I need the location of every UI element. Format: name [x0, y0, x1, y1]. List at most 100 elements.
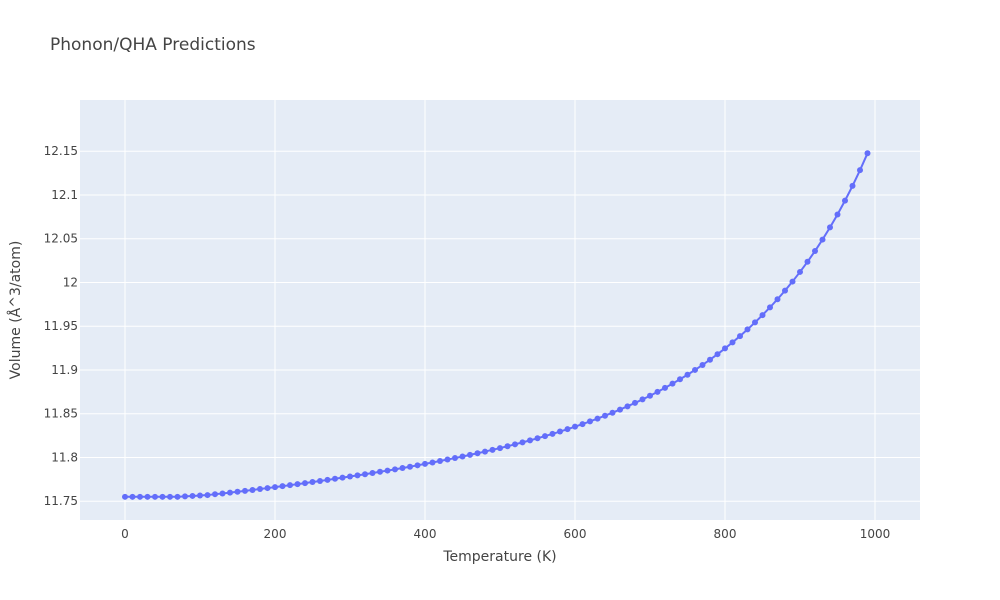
data-point — [294, 481, 301, 488]
data-point — [692, 366, 698, 373]
x-tick-label: 1000 — [860, 527, 891, 541]
data-point — [347, 473, 353, 480]
data-point — [662, 384, 668, 391]
x-axis-label: Temperature (K) — [442, 549, 556, 565]
data-point — [264, 485, 271, 492]
data-point — [369, 470, 376, 477]
data-point — [189, 492, 196, 499]
data-point — [422, 460, 428, 467]
data-point — [384, 467, 391, 474]
data-point — [519, 439, 526, 446]
data-point — [782, 287, 788, 294]
data-point — [174, 493, 181, 500]
grid-layer — [80, 100, 920, 520]
data-point — [309, 479, 316, 486]
data-point — [429, 459, 436, 466]
data-point — [557, 428, 563, 435]
data-point — [159, 493, 166, 500]
data-point — [407, 463, 413, 470]
data-point — [249, 486, 256, 493]
data-point — [752, 319, 758, 326]
data-point — [152, 493, 158, 500]
y-tick-label: 11.95 — [44, 319, 78, 333]
data-point — [317, 477, 323, 484]
data-point — [279, 483, 286, 490]
data-point — [602, 412, 608, 419]
data-point — [842, 197, 848, 204]
data-point — [452, 455, 458, 462]
series-line — [125, 152, 869, 498]
data-point — [714, 351, 721, 358]
data-point — [197, 492, 203, 499]
data-point — [459, 453, 466, 460]
x-tick-label: 200 — [264, 527, 287, 541]
data-point — [377, 468, 383, 475]
data-point — [549, 430, 556, 437]
data-point — [339, 474, 346, 481]
data-point — [129, 493, 136, 500]
data-point — [332, 475, 338, 482]
data-point — [579, 421, 586, 428]
data-point — [767, 304, 773, 311]
data-point — [707, 356, 713, 363]
y-tick-label: 11.85 — [44, 407, 78, 421]
data-point — [632, 399, 638, 406]
data-point — [774, 296, 781, 303]
y-tick-label: 12 — [63, 275, 78, 289]
x-tick-label: 0 — [121, 527, 129, 541]
data-point — [699, 361, 706, 368]
data-point — [512, 441, 518, 448]
data-point — [167, 493, 173, 500]
data-point — [392, 466, 398, 473]
data-point — [834, 211, 841, 218]
data-point — [414, 462, 421, 469]
data-point — [647, 392, 653, 399]
data-point — [272, 484, 278, 491]
data-point — [812, 248, 818, 255]
data-point — [234, 488, 241, 495]
y-tick-label: 11.9 — [51, 363, 78, 377]
data-point — [324, 476, 331, 483]
data-point — [744, 326, 751, 333]
tick-layer: 0 200 400 600 800 1000 11.75 11.8 11.85 11.9 11.95… — [44, 144, 891, 541]
data-point — [144, 493, 151, 500]
data-point — [797, 268, 803, 275]
data-point — [227, 489, 233, 496]
data-point — [617, 406, 623, 413]
data-point — [759, 312, 766, 319]
data-point — [122, 493, 128, 500]
data-point — [789, 278, 796, 285]
data-point — [624, 403, 631, 410]
x-tick-label: 800 — [714, 527, 737, 541]
data-point — [542, 433, 548, 440]
y-tick-label: 12.15 — [44, 144, 78, 158]
data-point — [474, 450, 481, 457]
data-point — [257, 486, 263, 493]
x-tick-label: 600 — [564, 527, 587, 541]
data-point — [489, 446, 496, 453]
data-point — [204, 492, 211, 499]
y-tick-label: 12.05 — [44, 232, 78, 246]
data-point — [482, 448, 488, 455]
y-tick-label: 11.8 — [51, 450, 78, 464]
data-point — [609, 409, 616, 416]
data-point — [497, 445, 503, 452]
data-point — [137, 493, 143, 500]
data-point — [504, 443, 511, 450]
data-point — [684, 371, 691, 378]
data-point — [399, 465, 406, 472]
series-layer — [122, 150, 871, 500]
y-tick-label: 11.75 — [44, 494, 78, 508]
data-point — [444, 456, 451, 463]
data-point — [287, 482, 293, 489]
data-point — [864, 150, 871, 157]
data-point — [654, 388, 661, 395]
data-point — [804, 258, 811, 265]
data-point — [827, 224, 833, 231]
y-tick-label: 12.1 — [51, 188, 78, 202]
data-point — [639, 396, 646, 403]
data-point — [849, 182, 856, 189]
data-point — [527, 437, 533, 444]
